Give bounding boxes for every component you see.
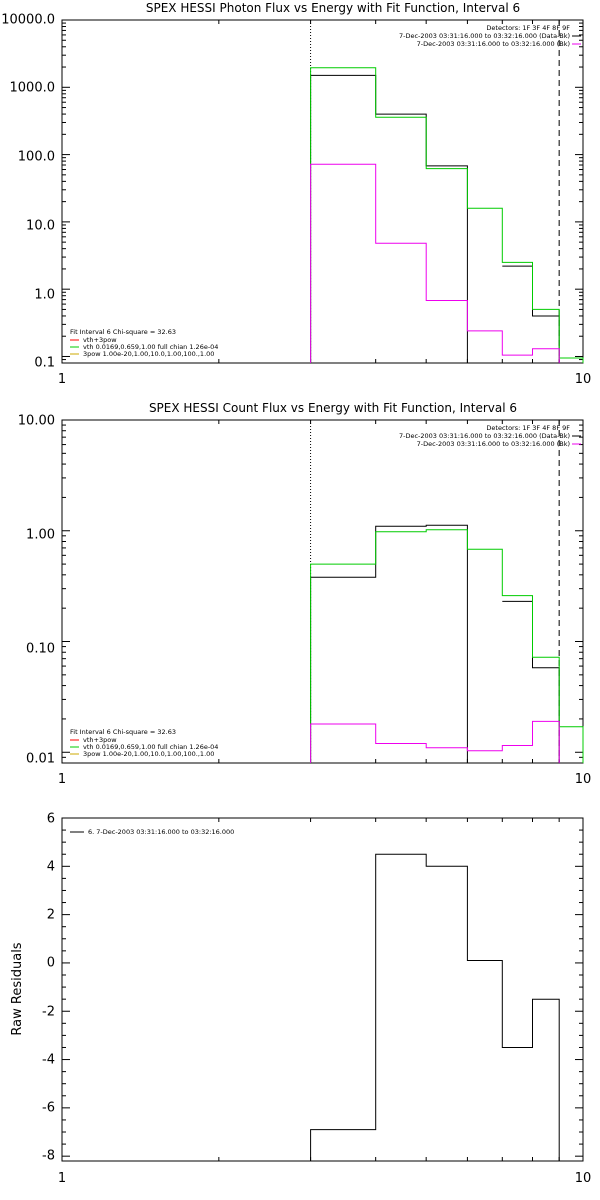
y-tick-label: 1.00 — [26, 528, 55, 543]
y-tick-label: 100.0 — [18, 150, 55, 165]
legend-detectors: Detectors: 1F 3F 4F 8F 9F — [486, 24, 570, 32]
data-series — [310, 524, 584, 763]
legend-bottom-left: Fit Interval 6 Chi-square = 32.63 vth+3p… — [70, 328, 218, 358]
y-tick-label: 1.0 — [34, 288, 55, 303]
legend-entry: 7-Dec-2003 03:31:16.000 to 03:32:16.000 … — [399, 432, 570, 440]
legend-top-right: Detectors: 1F 3F 4F 8F 9F 7-Dec-2003 03:… — [399, 424, 581, 448]
panel-raw-residuals: Raw Residuals -8 -6 -4 -2 0 2 4 6 1 10 6… — [10, 812, 591, 1187]
energy-markers — [310, 20, 560, 363]
plot-frame — [61, 419, 584, 764]
y-tick-label: 0.10 — [26, 642, 55, 657]
series-step-1 — [310, 67, 584, 363]
legend-top-left: 6. 7-Dec-2003 03:31:16.000 to 03:32:16.0… — [70, 828, 234, 836]
series-step-2 — [310, 163, 560, 363]
y-tick-label: 10.0 — [26, 219, 55, 234]
series-step-2 — [310, 720, 560, 763]
legend-fit-interval: Fit Interval 6 Chi-square = 32.63 — [70, 728, 176, 736]
series-step-1 — [310, 529, 584, 763]
y-tick-labels: -8 -6 -4 -2 0 2 4 6 — [42, 812, 55, 1164]
x-tick-label: 1 — [58, 372, 66, 387]
plot-frame — [61, 817, 584, 1162]
x-tick-label: 10 — [575, 1171, 592, 1186]
legend-entry: 3pow 1.00e-20,1.00,10.0,1.00,100.,1.00 — [83, 750, 214, 758]
x-tick-labels: 1 10 — [58, 772, 591, 787]
legend-top-right: Detectors: 1F 3F 4F 8F 9F 7-Dec-2003 03:… — [399, 24, 581, 48]
panel-count-flux: SPEX HESSI Count Flux vs Energy with Fit… — [18, 401, 591, 787]
series-step-0 — [310, 524, 560, 763]
data-series — [310, 67, 584, 363]
series-step-0 — [310, 74, 560, 363]
legend-entry: vth 0.0169,0.659,1.00 full chian 1.26e-0… — [83, 343, 218, 351]
y-tick-label: 0.01 — [26, 752, 55, 767]
x-tick-label: 1 — [58, 772, 66, 787]
x-tick-labels: 1 10 — [58, 372, 591, 387]
chart-title: SPEX HESSI Photon Flux vs Energy with Fi… — [146, 1, 520, 15]
series-step-0 — [310, 853, 560, 1161]
x-tick-label: 10 — [575, 372, 592, 387]
legend-entry: 3pow 1.00e-20,1.00,10.0,1.00,100.,1.00 — [83, 350, 214, 358]
y-tick-label: 10.00 — [18, 414, 55, 429]
legend-fit-interval: Fit Interval 6 Chi-square = 32.63 — [70, 328, 176, 336]
legend-entry: 7-Dec-2003 03:31:16.000 to 03:32:16.000 … — [399, 32, 570, 40]
y-tick-label: 4 — [47, 860, 55, 875]
y-tick-label: 0.1 — [34, 356, 55, 371]
legend-entry: 7-Dec-2003 03:31:16.000 to 03:32:16.000 … — [417, 440, 570, 448]
axis-ticks — [61, 419, 584, 764]
x-tick-label: 10 — [575, 772, 592, 787]
y-tick-label: 2 — [47, 908, 55, 923]
legend-entry: vth 0.0169,0.659,1.00 full chian 1.26e-0… — [83, 743, 218, 751]
x-tick-label: 1 — [58, 1171, 66, 1186]
axis-ticks — [61, 19, 584, 364]
data-series — [310, 853, 560, 1161]
legend-entry: vth+3pow — [83, 336, 117, 344]
legend-entry: vth+3pow — [83, 736, 117, 744]
legend-bottom-left: Fit Interval 6 Chi-square = 32.63 vth+3p… — [70, 728, 218, 758]
chart-title: SPEX HESSI Count Flux vs Energy with Fit… — [149, 401, 517, 415]
y-tick-labels: 0.01 0.10 1.00 10.00 — [18, 414, 55, 767]
axis-ticks — [61, 817, 584, 1161]
energy-markers — [310, 420, 560, 763]
y-tick-labels: 0.1 1.0 10.0 100.0 1000.0 10000.0 — [1, 13, 55, 371]
y-tick-label: -4 — [42, 1053, 55, 1068]
panel-photon-flux: SPEX HESSI Photon Flux vs Energy with Fi… — [1, 1, 591, 387]
y-tick-label: 10000.0 — [1, 13, 55, 28]
y-tick-label: 6 — [47, 812, 55, 827]
legend-detectors: Detectors: 1F 3F 4F 8F 9F — [486, 424, 570, 432]
y-tick-label: 1000.0 — [10, 81, 56, 96]
x-tick-labels: 1 10 — [58, 1171, 591, 1186]
y-tick-label: -8 — [42, 1149, 55, 1164]
y-tick-label: 0 — [47, 956, 55, 971]
y-tick-label: -2 — [42, 1005, 55, 1020]
plot-frame — [61, 19, 584, 364]
y-axis-label: Raw Residuals — [10, 942, 25, 1035]
legend-entry: 6. 7-Dec-2003 03:31:16.000 to 03:32:16.0… — [88, 828, 234, 836]
y-tick-label: -6 — [42, 1101, 55, 1116]
legend-entry: 7-Dec-2003 03:31:16.000 to 03:32:16.000 … — [417, 40, 570, 48]
